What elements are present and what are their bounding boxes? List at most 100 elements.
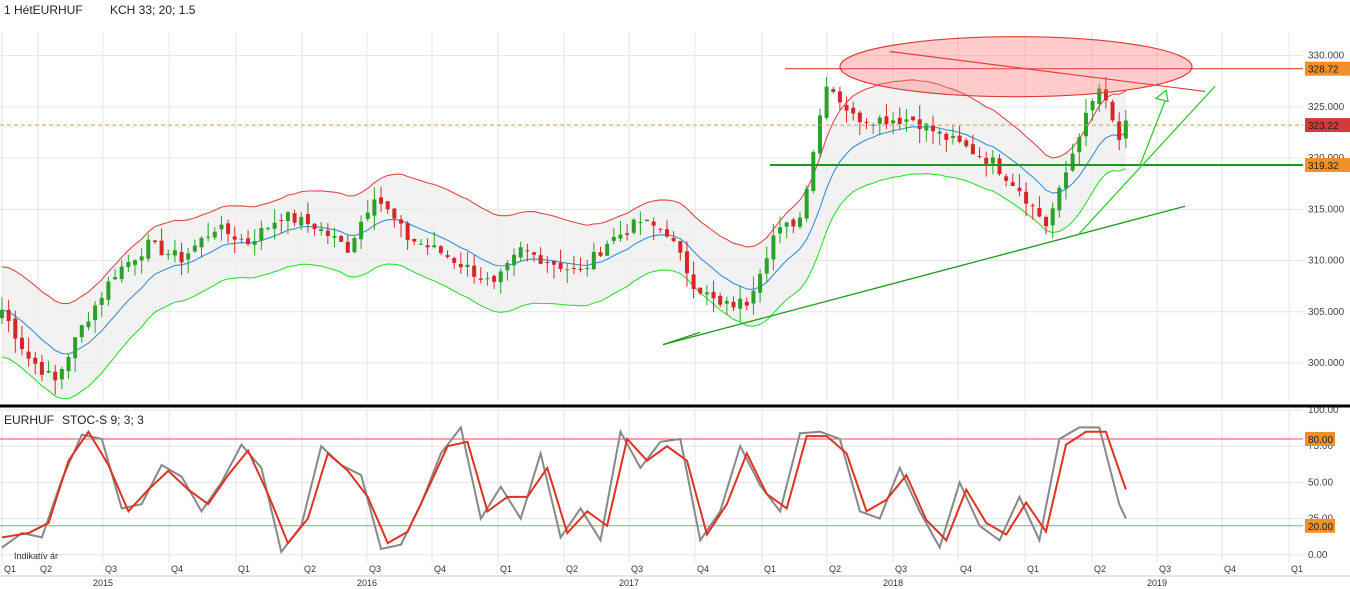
quarter-label: Q4: [697, 564, 709, 574]
stoch-tag: [1305, 518, 1335, 533]
trendline-base: [662, 331, 701, 346]
candle-body: [911, 116, 916, 121]
candle-body: [385, 201, 390, 210]
candle-body: [372, 199, 377, 216]
price-tick-label: 325.000: [1308, 102, 1345, 113]
candle-body: [651, 221, 656, 226]
price-tag-label: 323.22: [1308, 121, 1339, 132]
year-label: 2019: [1147, 578, 1167, 588]
candle-body: [199, 237, 204, 248]
candle-body: [671, 237, 676, 242]
candle-body: [1090, 101, 1095, 111]
descending-trendline: [889, 50, 1206, 93]
candle-body: [259, 228, 264, 241]
quarter-label: Q1: [1291, 564, 1303, 574]
quarter-label: Q3: [631, 564, 643, 574]
candle-body: [598, 252, 603, 256]
candle-body: [1024, 191, 1029, 204]
candle-body: [325, 230, 330, 236]
candle-body: [997, 158, 1002, 174]
stoch-indicator: STOC-S 9; 3; 3: [62, 413, 144, 427]
candle-body: [1004, 176, 1009, 181]
candle-body: [359, 221, 364, 240]
upper-band-line: [1, 79, 1127, 305]
candle-body: [811, 152, 816, 191]
candle-body: [837, 91, 842, 103]
price-tag: [1305, 61, 1350, 76]
quarter-label: Q2: [829, 564, 841, 574]
quarter-label: Q2: [304, 564, 316, 574]
candle-body: [764, 258, 769, 274]
candle-body: [285, 212, 290, 221]
candle-body: [704, 292, 709, 295]
price-tick-label: 305.000: [1308, 307, 1345, 318]
candle-body: [292, 213, 297, 223]
candle-body: [86, 321, 91, 328]
stoch-tick-label: 100.00: [1308, 405, 1339, 416]
candle-body: [864, 121, 869, 123]
candle-body: [944, 133, 949, 140]
candle-body: [1083, 112, 1088, 137]
candle-body: [26, 351, 31, 359]
quarter-label: Q4: [434, 564, 446, 574]
candle-body: [79, 325, 84, 338]
candle-body: [778, 227, 783, 234]
stoch-tick-label: 75.00: [1308, 441, 1333, 452]
candle-body: [1123, 120, 1128, 139]
candle-body: [518, 247, 523, 258]
candle-body: [252, 241, 257, 245]
candle-body: [99, 297, 104, 305]
candle-body: [166, 253, 171, 255]
candle-body: [159, 240, 164, 256]
candle-body: [532, 252, 536, 255]
candle-body: [399, 219, 403, 224]
stoch-d-line: [1, 429, 1127, 546]
chart-symbol: 1 HétEURHUF: [4, 3, 83, 17]
candle-body: [139, 256, 144, 261]
middle-line: [1, 125, 1127, 355]
price-tag-label: 319.32: [1308, 161, 1339, 172]
candle-body: [1117, 121, 1122, 141]
candle-body: [605, 243, 610, 256]
candle-body: [817, 115, 822, 154]
candle-body: [984, 157, 989, 164]
candle-body: [232, 236, 237, 240]
candle-body: [93, 305, 98, 321]
price-tick-label: 315.000: [1308, 204, 1345, 215]
quarter-label: Q3: [369, 564, 381, 574]
candle-body: [345, 241, 350, 253]
candle-body: [46, 370, 51, 373]
candle-body: [512, 254, 517, 266]
axes: 300.000305.000310.000315.000320.000325.0…: [0, 51, 1350, 588]
candle-body: [272, 222, 277, 229]
candle-body: [412, 238, 417, 242]
candle-body: [485, 278, 490, 280]
candle-body: [365, 212, 370, 219]
stoch-tag-label: 80.00: [1308, 435, 1333, 446]
candle-body: [13, 318, 18, 339]
candle-body: [505, 262, 510, 271]
stoch-tag-label: 20.00: [1308, 522, 1333, 533]
candle-body: [152, 240, 157, 243]
candle-body: [990, 157, 995, 164]
candle-body: [631, 219, 636, 233]
year-label: 2016: [357, 578, 377, 588]
candle-body: [565, 269, 570, 271]
candle-body: [1064, 172, 1068, 189]
quarter-label: Q2: [566, 564, 578, 574]
price-tag: [1305, 118, 1350, 133]
candle-body: [1097, 88, 1102, 104]
candle-body: [804, 188, 809, 219]
quarter-label: Q3: [105, 564, 117, 574]
candle-body: [691, 274, 696, 289]
quarter-label: Q1: [1027, 564, 1039, 574]
quarter-label: Q4: [1224, 564, 1236, 574]
candle-body: [33, 357, 38, 364]
candle-body: [498, 271, 503, 283]
candle-body: [758, 273, 763, 293]
year-label: 2018: [883, 578, 903, 588]
price-tag: [1305, 158, 1350, 173]
candle-body: [658, 228, 663, 230]
quarter-label: Q2: [40, 564, 52, 574]
quarter-label: Q1: [4, 564, 16, 574]
